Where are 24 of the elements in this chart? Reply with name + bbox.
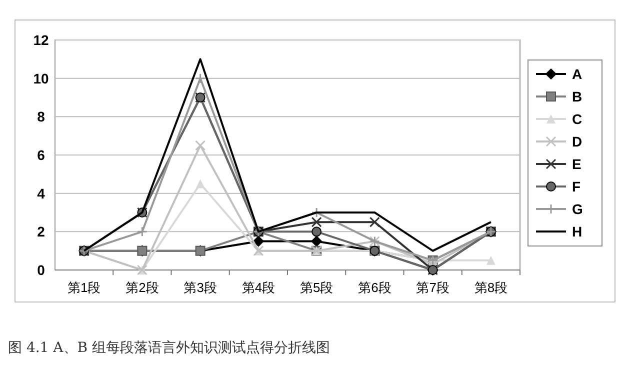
y-tick-label: 12: [33, 32, 49, 48]
y-tick-label: 2: [37, 224, 46, 240]
y-tick-label: 0: [37, 262, 46, 278]
legend-label: B: [572, 88, 582, 104]
legend-label: C: [572, 111, 582, 127]
x-tick-label: 第8段: [474, 280, 508, 295]
legend-label: E: [572, 156, 582, 172]
x-tick-label: 第6段: [358, 280, 392, 295]
x-tick-label: 第2段: [126, 280, 159, 295]
y-tick-label: 10: [33, 70, 49, 86]
text: 图 4.1 A、B 组每段落语言外知识测试点得分折线图: [8, 340, 330, 356]
y-tick-label: 8: [37, 108, 46, 125]
legend-label: D: [572, 134, 582, 150]
x-tick-label: 第5段: [300, 280, 334, 295]
x-tick-label: 第1段: [67, 280, 101, 295]
legend-label: F: [572, 178, 581, 194]
legend-label: G: [572, 201, 583, 217]
y-tick-label: 6: [37, 147, 46, 163]
x-tick-label: 第7段: [416, 280, 450, 295]
x-tick-label: 第4段: [242, 280, 276, 295]
x-tick-label: 第3段: [184, 280, 217, 295]
y-tick-label: 4: [37, 185, 46, 202]
legend-label: H: [572, 224, 582, 240]
legend-label: A: [572, 66, 582, 82]
